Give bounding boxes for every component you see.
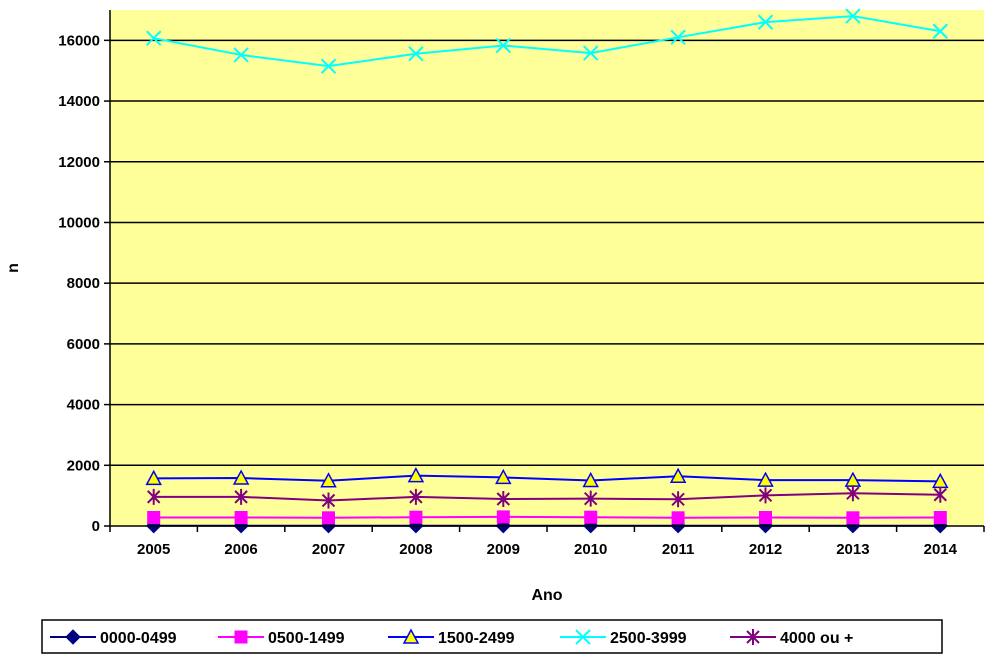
data-point	[233, 47, 249, 63]
series-2500-3999	[145, 8, 949, 74]
data-point	[671, 491, 685, 508]
data-point	[757, 14, 774, 30]
x-tick-label: 2010	[574, 541, 607, 558]
data-point	[671, 511, 685, 525]
data-point	[846, 485, 860, 502]
data-point	[670, 29, 686, 46]
plot-area	[110, 10, 984, 526]
data-point	[584, 510, 598, 524]
data-point	[145, 30, 162, 46]
y-tick-labels: 0 2000 4000 6000 8000 10000 12000 14000 16000	[58, 32, 110, 535]
data-point	[409, 488, 423, 505]
legend-label: 1500-2499	[438, 630, 515, 647]
data-point	[496, 490, 511, 507]
data-point	[845, 8, 861, 24]
y-tick-label: 0	[92, 518, 100, 535]
y-tick-label: 16000	[58, 32, 100, 49]
legend-marker	[746, 629, 760, 645]
legend-item: 0500-1499	[218, 630, 345, 647]
data-point	[933, 511, 947, 525]
data-point	[407, 467, 425, 483]
legend-marker	[65, 629, 81, 645]
legend-item: 4000 ou +	[730, 629, 853, 647]
series-layer	[145, 8, 949, 534]
data-point	[322, 511, 335, 525]
data-point	[758, 487, 773, 504]
y-tick-label: 12000	[58, 154, 100, 171]
x-tick-label: 2014	[924, 541, 958, 558]
series-line	[153, 515, 941, 519]
y-tick-label: 6000	[67, 336, 100, 353]
series-4000-ou-	[146, 485, 948, 509]
legend-marker	[234, 630, 248, 644]
data-point	[846, 511, 860, 525]
x-tick-label: 2007	[312, 541, 345, 558]
x-tick-label: 2008	[399, 541, 432, 558]
data-point	[147, 511, 161, 525]
data-point	[583, 490, 598, 507]
data-point	[234, 511, 248, 525]
series-line	[153, 492, 941, 502]
y-tick-label: 14000	[58, 93, 100, 110]
data-point	[232, 469, 250, 485]
x-tick-label: 2005	[137, 541, 170, 558]
legend-item: 2500-3999	[560, 629, 687, 647]
legend-label: 2500-3999	[610, 630, 687, 647]
x-tick-label: 2006	[224, 541, 257, 558]
legend-label: 4000 ou +	[780, 630, 853, 647]
x-tick-label: 2013	[836, 541, 869, 558]
data-point	[757, 471, 774, 487]
data-point	[933, 486, 948, 503]
legend-marker	[402, 628, 420, 644]
series-line	[153, 474, 941, 483]
data-point	[582, 45, 599, 61]
legend: 0000-0499 0500-1499 1500-2499 2500-3999 4000…	[41, 619, 943, 654]
y-axis-title: n	[5, 263, 22, 273]
data-point	[495, 37, 512, 54]
legend-label: 0000-0499	[100, 630, 177, 647]
x-tick-label: 2009	[487, 541, 520, 558]
series-0500-1499	[147, 510, 947, 525]
data-point	[495, 468, 512, 485]
data-point	[234, 488, 248, 505]
data-point	[409, 510, 423, 524]
y-tick-label: 2000	[67, 457, 100, 474]
data-point	[145, 469, 162, 486]
x-tick-labels: 2005 2006 2007 2008 2009 2010 2011 2012 2013 2014	[109, 526, 985, 558]
y-tick-label: 8000	[67, 275, 100, 292]
data-point	[669, 467, 687, 483]
y-tick-label: 10000	[58, 214, 100, 231]
data-point	[496, 510, 510, 524]
x-tick-label: 2011	[662, 541, 695, 558]
data-point	[321, 492, 336, 509]
legend-box	[41, 619, 943, 654]
x-tick-label: 2012	[749, 541, 782, 558]
y-tick-label: 4000	[67, 397, 100, 414]
x-axis-title: Ano	[531, 587, 562, 604]
data-point	[582, 471, 599, 488]
data-point	[932, 23, 949, 39]
legend-item: 0000-0499	[50, 629, 177, 647]
legend-marker	[575, 629, 591, 645]
series-1500-2499	[145, 467, 949, 489]
data-point	[759, 511, 772, 525]
series-line	[153, 15, 941, 68]
data-point	[408, 46, 424, 62]
legend-label: 0500-1499	[268, 630, 345, 647]
data-point	[320, 58, 337, 74]
data-point	[146, 488, 161, 505]
legend-item: 1500-2499	[388, 628, 515, 647]
gridlines	[110, 39, 984, 467]
data-point	[320, 472, 337, 488]
